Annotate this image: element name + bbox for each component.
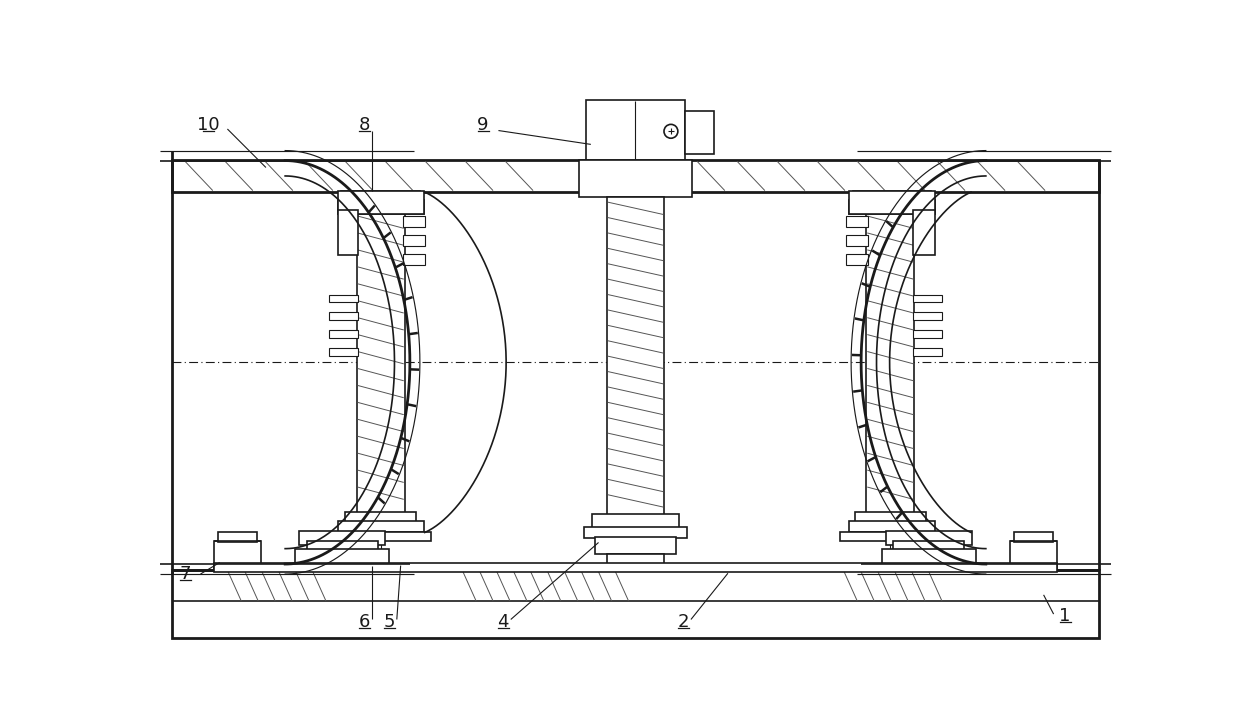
Text: 4: 4 [497, 613, 508, 631]
Bar [913, 312, 942, 320]
Bar [608, 554, 663, 565]
Bar [329, 295, 358, 303]
Bar [894, 541, 965, 550]
Bar [847, 254, 868, 265]
Bar [608, 197, 663, 520]
Bar [329, 349, 358, 356]
Bar [218, 531, 257, 542]
Bar [867, 212, 914, 513]
Bar [172, 160, 1099, 192]
Bar [913, 295, 942, 303]
Bar [595, 537, 676, 554]
Bar [1014, 531, 1053, 542]
Bar [854, 512, 926, 523]
Text: 5: 5 [383, 613, 394, 631]
Bar [337, 210, 357, 254]
Bar [337, 191, 424, 214]
Bar [337, 200, 424, 214]
Bar [403, 235, 424, 246]
Bar [337, 521, 424, 531]
Bar [329, 312, 358, 320]
Bar [849, 191, 935, 214]
Bar [299, 531, 386, 545]
Text: 10: 10 [197, 116, 219, 134]
Bar [853, 191, 931, 201]
Bar [882, 549, 976, 565]
Bar [849, 200, 935, 214]
Bar [885, 531, 972, 545]
Bar [357, 212, 404, 513]
Bar [847, 235, 868, 246]
Text: 9: 9 [477, 116, 489, 134]
Bar [591, 514, 680, 531]
Bar [914, 210, 935, 254]
Bar [330, 531, 432, 541]
Bar [329, 330, 358, 338]
Bar [306, 541, 377, 550]
Text: 6: 6 [358, 613, 371, 631]
Bar [345, 512, 417, 523]
Text: 8: 8 [358, 116, 371, 134]
Bar [684, 111, 714, 154]
Text: 2: 2 [677, 613, 689, 631]
Bar [849, 521, 935, 531]
Bar [587, 100, 684, 160]
Bar [341, 191, 420, 201]
Bar [1009, 541, 1058, 570]
Bar [913, 349, 942, 356]
Text: 1: 1 [1059, 606, 1071, 625]
Bar [213, 562, 1058, 572]
Bar [172, 570, 1099, 638]
Bar [913, 330, 942, 338]
Text: 7: 7 [180, 565, 191, 583]
Bar [213, 541, 262, 570]
Bar [579, 160, 692, 197]
Bar [403, 216, 424, 227]
Bar [584, 527, 687, 538]
Bar [847, 216, 868, 227]
Bar [295, 549, 389, 565]
Bar [403, 254, 424, 265]
Bar [839, 531, 941, 541]
